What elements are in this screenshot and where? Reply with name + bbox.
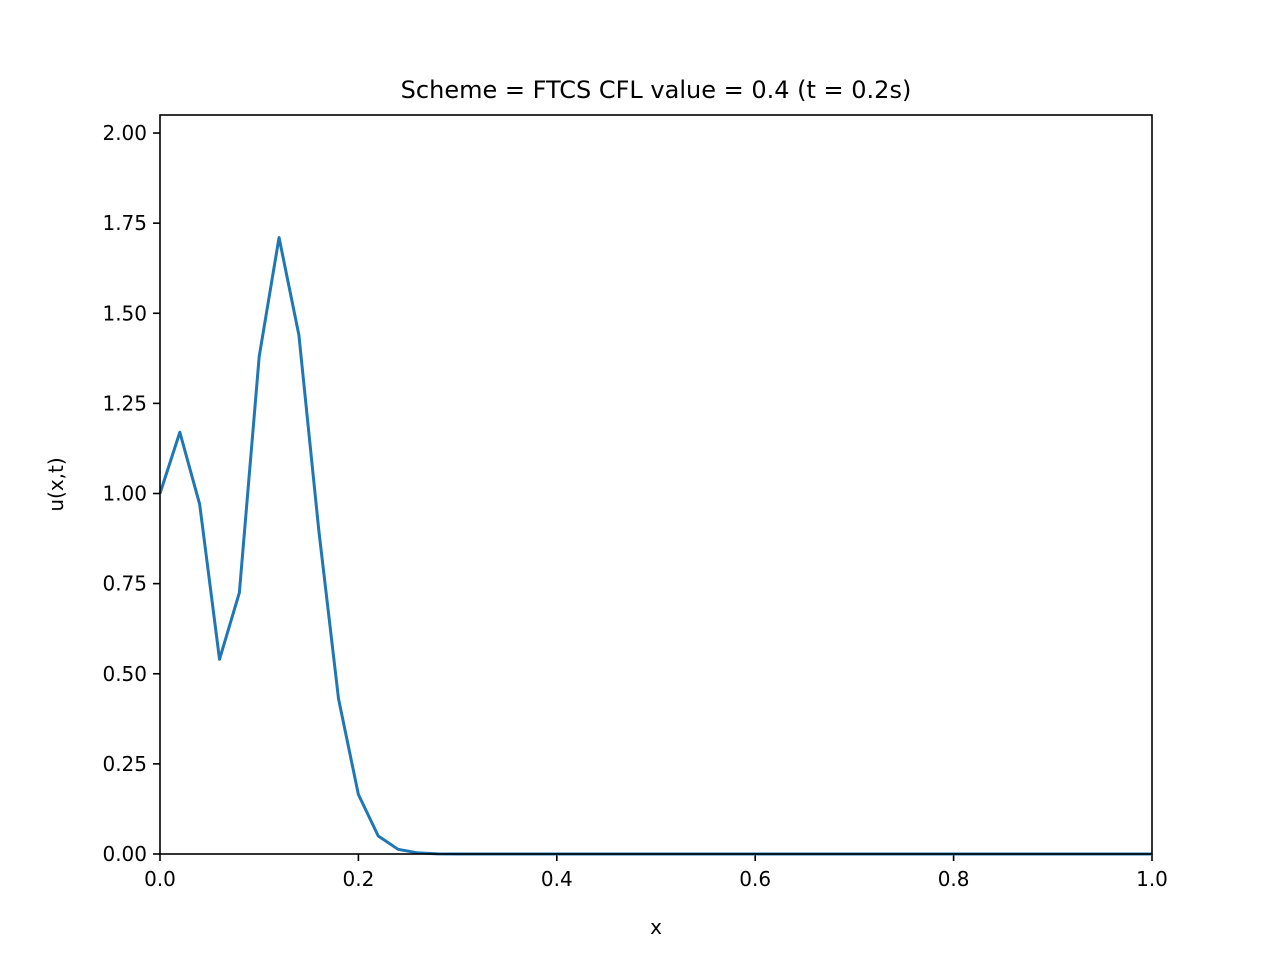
y-tick-label: 1.50 [102,301,147,325]
y-axis-label: u(x,t) [44,457,68,511]
y-tick-label: 1.25 [102,391,147,415]
x-tick-label: 0.2 [342,867,374,891]
y-tick-label: 1.00 [102,482,147,506]
chart-title: Scheme = FTCS CFL value = 0.4 (t = 0.2s) [401,76,912,104]
y-tick-label: 2.00 [102,121,147,145]
x-axis-ticks: 0.0 0.2 0.4 0.6 0.8 1.0 [144,854,1168,891]
x-tick-label: 1.0 [1136,867,1168,891]
y-tick-label: 0.75 [102,572,147,596]
x-tick-label: 0.4 [541,867,573,891]
y-axis-ticks: 0.00 0.25 0.50 0.75 1.00 1.25 1.50 1.75 2.00 [102,121,160,866]
axes-frame [159,114,1153,855]
y-tick-label: 1.75 [102,211,147,235]
x-tick-label: 0.6 [739,867,771,891]
y-tick-label: 0.50 [102,662,147,686]
y-tick-label: 0.25 [102,752,147,776]
x-tick-label: 0.0 [144,867,176,891]
y-tick-label: 0.00 [102,842,147,866]
x-axis-label: x [650,915,662,939]
x-tick-label: 0.8 [938,867,970,891]
